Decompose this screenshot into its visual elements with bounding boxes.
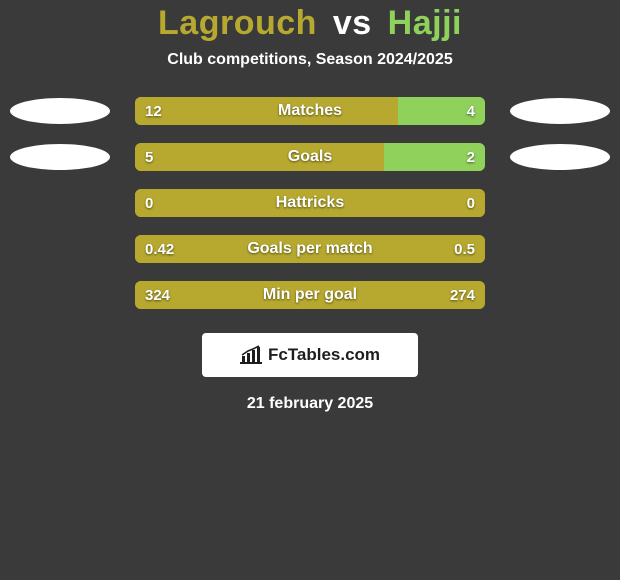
stat-bar-left — [135, 235, 485, 263]
stat-bar: 52Goals — [135, 143, 485, 171]
stat-bar: 00Hattricks — [135, 189, 485, 217]
brand-badge: FcTables.com — [202, 333, 418, 377]
title-player2: Hajji — [388, 4, 462, 42]
stat-row: 124Matches — [0, 97, 620, 125]
stat-bar-left — [135, 143, 384, 171]
title-vs: vs — [333, 4, 372, 42]
player1-marker-icon — [10, 98, 110, 124]
stat-bar-left — [135, 189, 485, 217]
player2-marker-icon — [510, 98, 610, 124]
brand-chart-icon — [240, 345, 262, 365]
stat-row: 00Hattricks — [0, 189, 620, 217]
brand-text: FcTables.com — [268, 345, 380, 365]
stat-row: 0.420.5Goals per match — [0, 235, 620, 263]
player1-marker-icon — [10, 144, 110, 170]
stat-row: 52Goals — [0, 143, 620, 171]
subtitle: Club competitions, Season 2024/2025 — [0, 51, 620, 69]
stat-bar-left — [135, 281, 485, 309]
date-text: 21 february 2025 — [0, 395, 620, 413]
stat-rows: 124Matches 52Goals 00Hattricks 0.420.5Goals… — [0, 97, 620, 309]
stat-bar: 124Matches — [135, 97, 485, 125]
comparison-canvas: Lagrouch vs Hajji Club competitions, Sea… — [0, 0, 620, 580]
page-title: Lagrouch vs Hajji — [0, 4, 620, 43]
stat-bar-left — [135, 97, 398, 125]
stat-bar: 324274Min per goal — [135, 281, 485, 309]
stat-bar-right — [384, 143, 486, 171]
stat-row: 324274Min per goal — [0, 281, 620, 309]
stat-bar-right — [398, 97, 486, 125]
stat-bar: 0.420.5Goals per match — [135, 235, 485, 263]
title-player1: Lagrouch — [158, 4, 317, 42]
player2-marker-icon — [510, 144, 610, 170]
